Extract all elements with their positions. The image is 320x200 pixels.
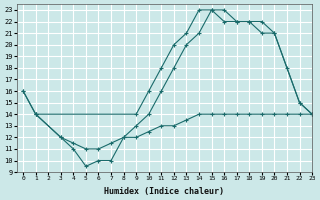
X-axis label: Humidex (Indice chaleur): Humidex (Indice chaleur) [104,187,224,196]
